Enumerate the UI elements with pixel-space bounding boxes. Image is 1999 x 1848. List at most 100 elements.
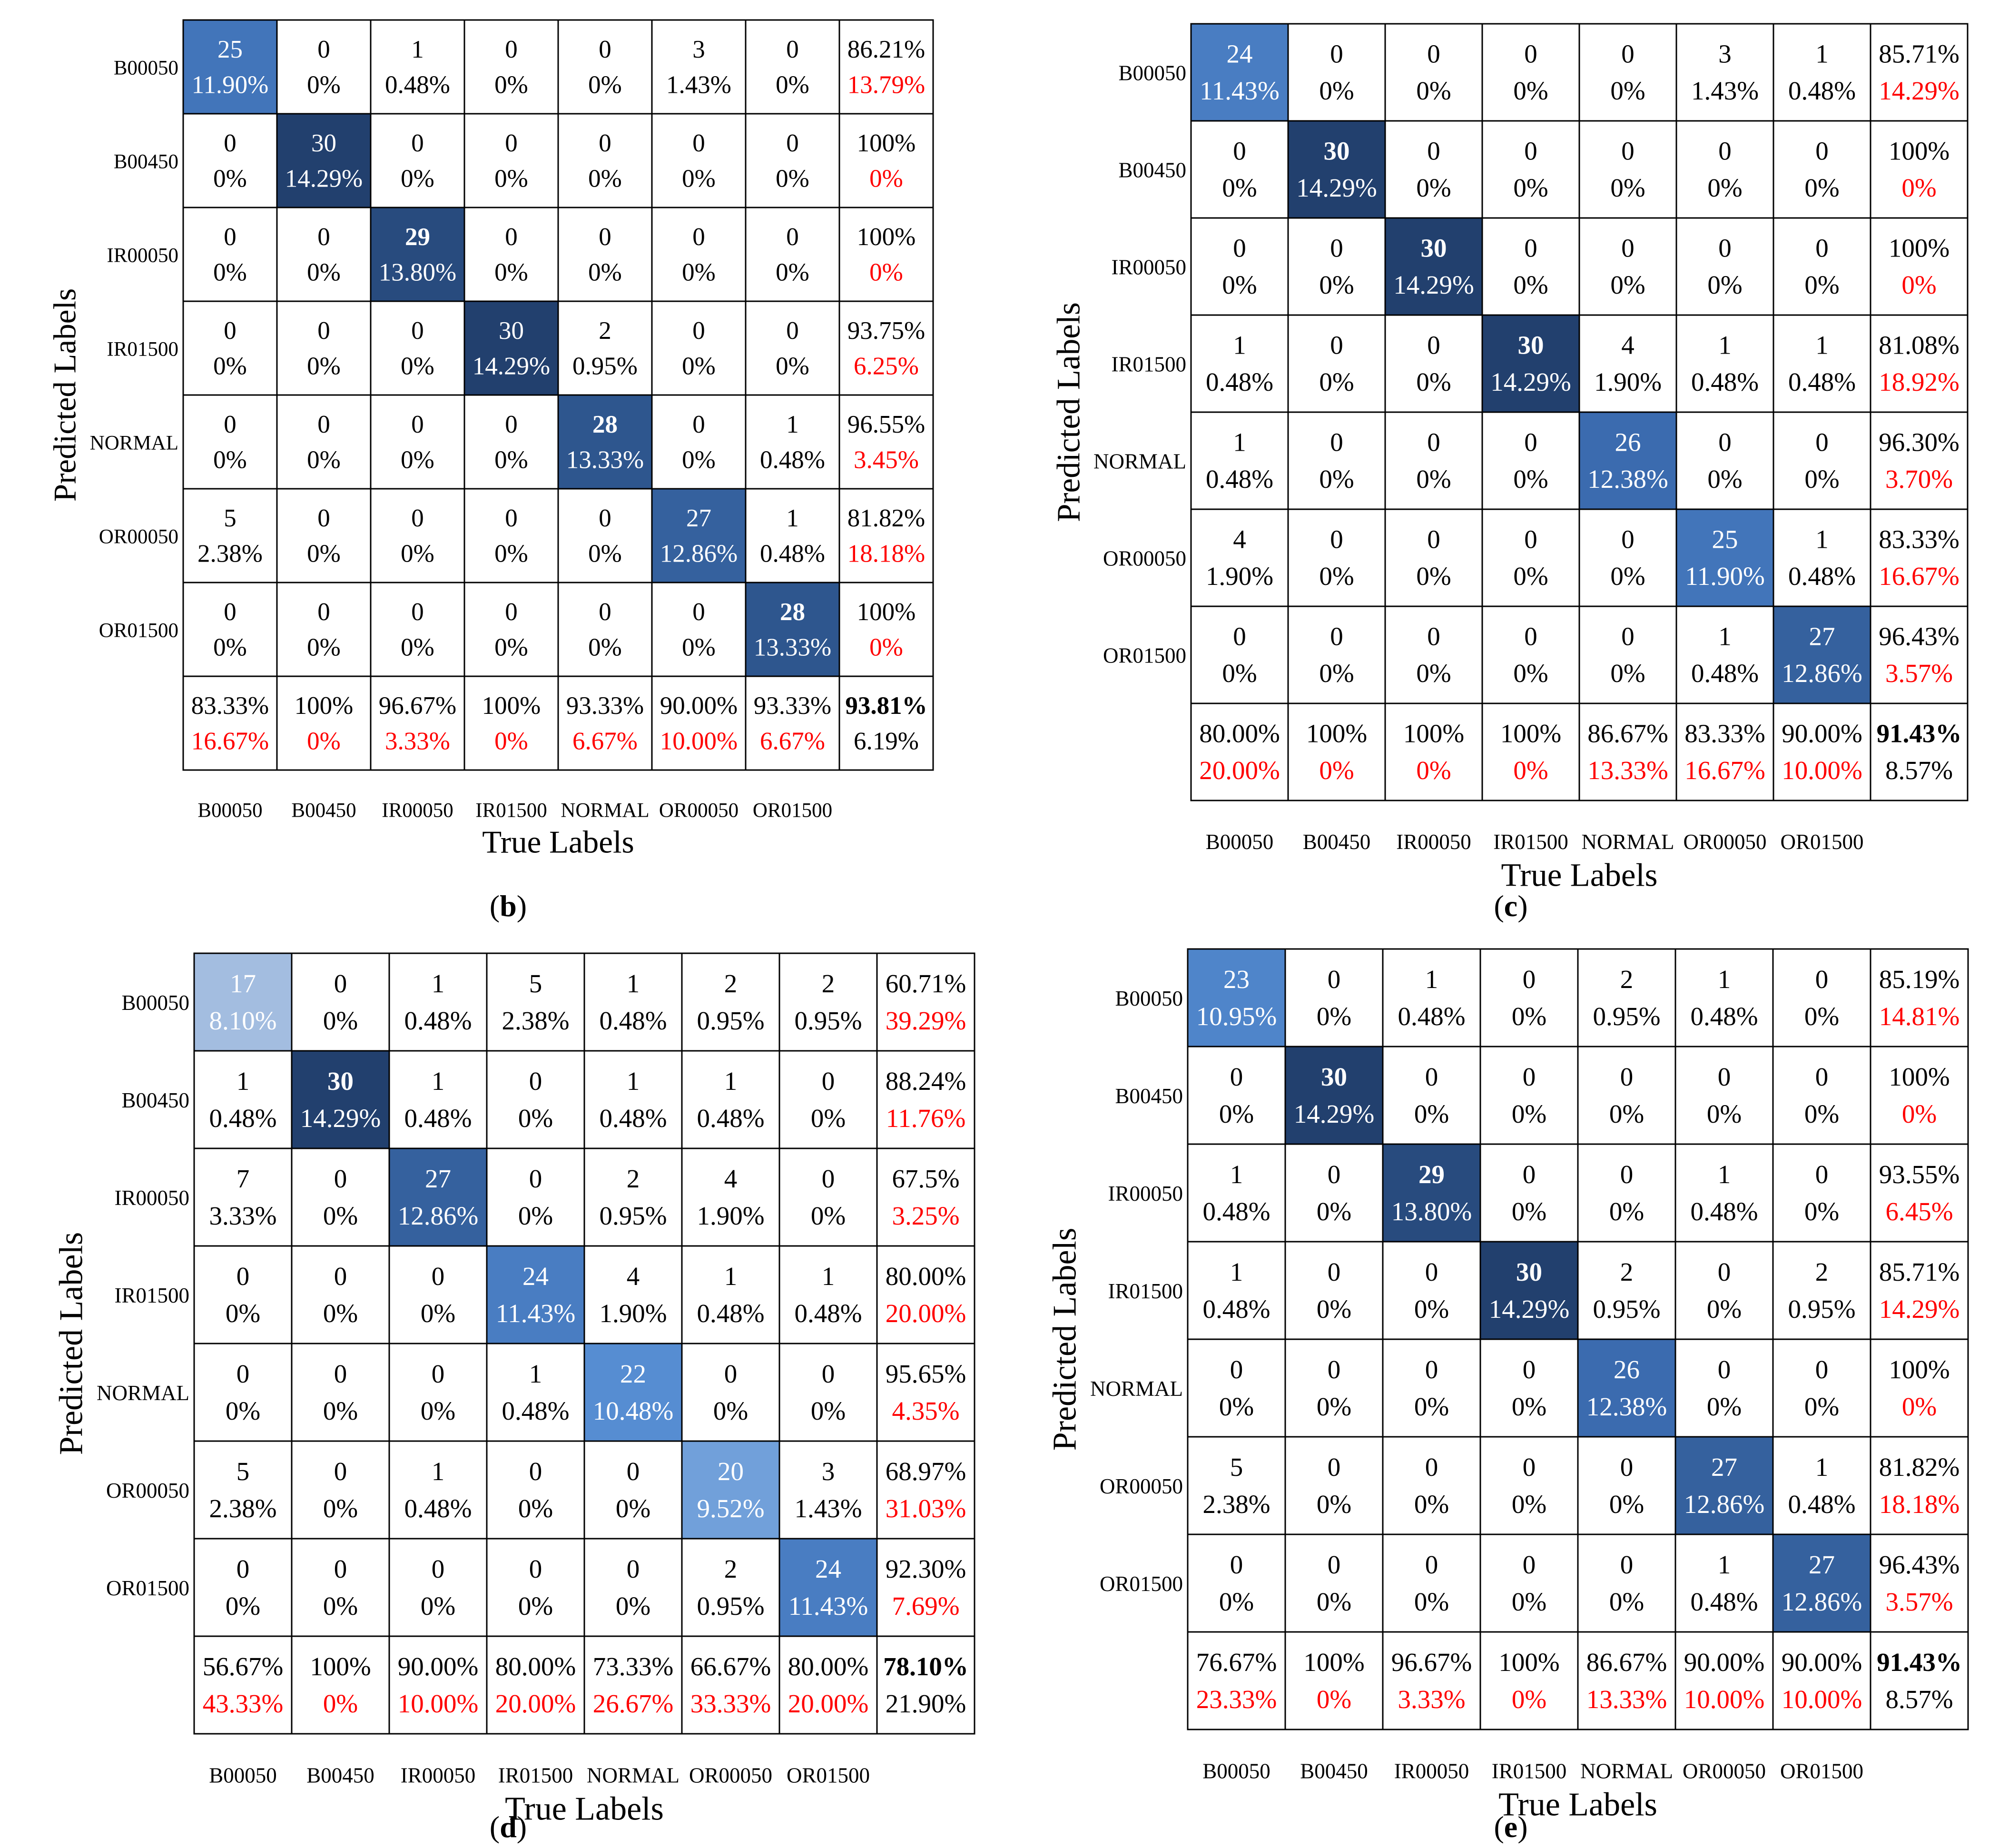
matrix-cell (1481, 508, 1580, 607)
cell-percent: 0.48% (404, 1006, 472, 1035)
cell-percent: 0% (869, 259, 903, 287)
x-axis-label: True Labels (1498, 1786, 1657, 1823)
cell-value: 0 (411, 129, 424, 157)
cell-value: 100% (1889, 137, 1950, 166)
cell-value: 0 (1230, 1062, 1243, 1091)
cell-value: 0 (1233, 137, 1246, 166)
cell-value: 81.82% (847, 504, 925, 532)
matrix-cell (291, 1147, 390, 1247)
cell-percent: 0% (1416, 562, 1451, 591)
cell-value: 0 (1718, 428, 1732, 457)
cell-value: 0 (1330, 331, 1343, 360)
cell-percent: 18.92% (1879, 367, 1960, 396)
cell-value: 0 (724, 1359, 738, 1388)
cell-value: 0 (1621, 137, 1635, 166)
cell-percent: 0% (307, 446, 341, 474)
cell-value: 30 (311, 129, 336, 157)
cell-value: 0 (505, 411, 518, 438)
cell-percent: 14.29% (1294, 1099, 1375, 1128)
matrix-cell (486, 1440, 585, 1540)
matrix-cell (486, 1050, 585, 1149)
cell-percent: 26.67% (593, 1689, 674, 1718)
column-summary-cell (486, 1635, 585, 1735)
matrix-cell (1190, 120, 1289, 219)
diagonal-cell (1578, 411, 1677, 510)
cell-percent: 3.57% (1885, 1587, 1953, 1616)
matrix-cell (1578, 508, 1677, 607)
cell-value: 0 (1523, 965, 1536, 994)
matrix-cell (1284, 1241, 1384, 1340)
matrix-cell (1773, 217, 1871, 316)
cell-percent: 0% (1707, 1295, 1742, 1324)
column-summary-cell (1772, 1631, 1871, 1730)
cell-value: 100% (857, 223, 916, 251)
matrix-cell (291, 1343, 390, 1442)
cell-value: 0 (505, 504, 518, 532)
panel-label: (d) (490, 1810, 527, 1844)
cell-value: 0 (1233, 234, 1246, 263)
cell-percent: 0% (401, 446, 434, 474)
cell-percent: 0% (323, 1299, 358, 1328)
cell-percent: 0.48% (697, 1104, 764, 1133)
x-tick-label: IR01500 (475, 800, 547, 822)
matrix-cell (1674, 1046, 1774, 1145)
matrix-cell (1479, 1533, 1579, 1633)
cell-percent: 6.19% (854, 728, 919, 755)
cell-value: 93.33% (754, 692, 831, 720)
cell-percent: 16.67% (1879, 562, 1960, 591)
y-tick-label: B00450 (1118, 158, 1186, 182)
overall-accuracy-cell (1870, 702, 1969, 801)
matrix-cell (557, 19, 653, 115)
cell-value: 100% (857, 129, 916, 157)
cell-value: 100% (295, 692, 354, 720)
cell-value: 0 (1427, 137, 1440, 166)
cell-percent: 14.29% (1393, 270, 1474, 299)
matrix-cell (778, 952, 878, 1052)
matrix-cell (193, 1538, 293, 1637)
cell-value: 100% (1889, 1355, 1950, 1384)
cell-value: 1 (1815, 1453, 1829, 1482)
cell-value: 0 (1523, 1550, 1536, 1579)
matrix-cell (1479, 1338, 1579, 1438)
cell-percent: 2.38% (1202, 1490, 1270, 1519)
cell-value: 30 (327, 1067, 354, 1096)
cell-value: 73.33% (593, 1652, 674, 1681)
column-summary-cell (557, 675, 653, 771)
cell-value: 5 (1230, 1453, 1243, 1482)
cell-percent: 0% (1609, 1099, 1644, 1128)
cell-value: 0 (1425, 1550, 1438, 1579)
y-tick-label: B00050 (1118, 61, 1186, 85)
cell-percent: 0% (307, 71, 341, 99)
cell-value: 0 (1328, 965, 1341, 994)
y-tick-label: OR01500 (1103, 643, 1186, 667)
cell-percent: 0% (588, 540, 622, 568)
matrix-cell (745, 19, 840, 115)
cell-value: 0 (1523, 1355, 1536, 1384)
x-tick-label: B00450 (291, 800, 356, 822)
cell-value: 27 (1711, 1453, 1737, 1482)
matrix-cell (1287, 508, 1386, 607)
cell-value: 90.00% (1684, 1648, 1765, 1677)
cell-percent: 0.95% (697, 1006, 764, 1035)
cell-percent: 0% (307, 634, 341, 662)
confusion-matrix-e: 2310.95%00%10.48%00%20.95%10.48%00%85.19… (1046, 948, 1969, 1844)
cell-value: 0 (599, 223, 611, 251)
cell-value: 0 (1328, 1550, 1341, 1579)
cell-value: 0 (411, 598, 424, 626)
cell-value: 0 (1328, 1160, 1341, 1189)
column-summary-cell (1481, 702, 1580, 801)
cell-value: 0 (1815, 965, 1829, 994)
cell-value: 91.43% (1877, 1648, 1962, 1677)
matrix-cell (681, 1343, 780, 1442)
matrix-cell (182, 582, 278, 677)
x-tick-label: OR01500 (787, 1764, 870, 1788)
matrix-cell (1578, 605, 1677, 704)
cell-percent: 0.48% (1691, 367, 1759, 396)
cell-value: 56.67% (203, 1652, 284, 1681)
cell-percent: 14.29% (1879, 1295, 1960, 1324)
cell-percent: 0.48% (1202, 1197, 1270, 1226)
matrix-cell (193, 1440, 293, 1540)
cell-value: 0 (236, 1262, 250, 1291)
matrix-cell (388, 952, 488, 1052)
matrix-cell (1287, 314, 1386, 413)
